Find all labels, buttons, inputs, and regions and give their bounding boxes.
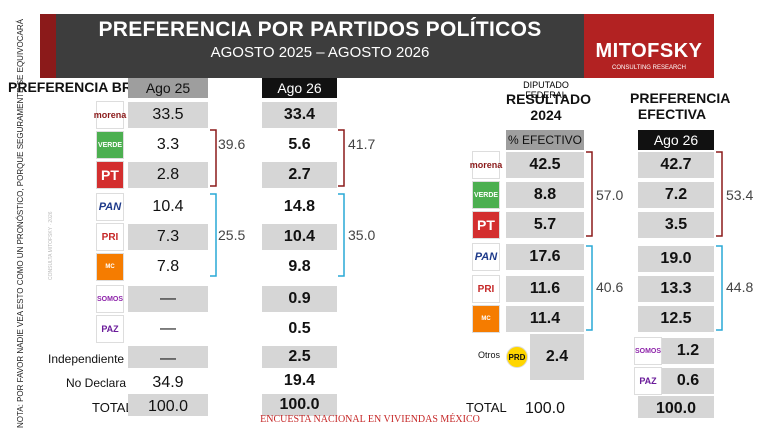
bruta-ago26-cell: 14.8 — [283, 198, 316, 215]
somos-icon: SOMOS — [634, 337, 662, 365]
resultado-supertitle: DIPUTADO FEDERAL — [523, 80, 569, 100]
bracket-sum: 40.6 — [596, 279, 624, 295]
header-accent — [40, 14, 56, 78]
morena-icon: morena — [470, 151, 502, 179]
bruta-ago25-cell: 7.3 — [128, 224, 208, 250]
row-label: Independiente — [48, 352, 125, 366]
bruta-ago25-cell: 100.0 — [128, 394, 208, 416]
efectiva-cell: 13.3 — [638, 276, 714, 302]
bruta-ago26-cell: 0.5 — [288, 320, 311, 337]
efectiva-cell: 19.0 — [638, 246, 714, 272]
resultado-cell: 11.6 — [506, 276, 584, 302]
pri-icon: PRI — [472, 275, 500, 303]
bracket-resultado-red — [586, 151, 593, 237]
verde-icon: VERDE — [96, 131, 124, 159]
bracket-sum: 44.8 — [726, 279, 754, 295]
efectiva-cell: 100.0 — [638, 396, 714, 418]
prd-icon: PRD — [506, 346, 528, 368]
resultado-cell: 2.4 — [530, 334, 584, 380]
efectiva-cell: 7.2 — [638, 182, 714, 208]
brand-name: MITOFSKY — [595, 40, 703, 62]
row-label: Otros — [478, 350, 501, 360]
bruta-ago25-cell: — — [160, 320, 176, 337]
bruta-ago26-cell: 2.5 — [262, 346, 337, 368]
bracket-sum: 35.0 — [348, 227, 376, 243]
resultado-cell: 8.8 — [506, 182, 584, 208]
page-subtitle: AGOSTO 2025 – AGOSTO 2026 — [210, 44, 430, 61]
page-title: PREFERENCIA POR PARTIDOS POLÍTICOS — [98, 18, 542, 41]
bruta-ago26-cell: 5.6 — [288, 136, 311, 153]
efectiva-col: Ago 26 — [638, 130, 714, 150]
bracket-sum: 53.4 — [726, 187, 754, 203]
bruta-ago25-cell: — — [128, 286, 208, 312]
resultado-col: % EFECTIVO — [506, 130, 584, 150]
pt-icon: PT — [472, 211, 500, 239]
bruta-ago26-cell: 0.9 — [262, 286, 337, 312]
bruta-ago25-cell: 33.5 — [128, 102, 208, 128]
somos-icon: SOMOS — [96, 285, 124, 313]
bruta-ago25-cell: — — [128, 346, 208, 368]
bruta-col-ago26: Ago 26 — [262, 78, 337, 98]
bruta-ago25-cell: 3.3 — [156, 136, 180, 153]
bracket-sum: 25.5 — [218, 227, 246, 243]
resultado-cell: 100.0 — [524, 400, 566, 417]
mc-icon: MC — [96, 253, 124, 281]
bruta-ago26-cell: 33.4 — [262, 102, 337, 128]
brand-tagline: CONSULTING RESEARCH — [612, 65, 686, 71]
paz-icon: PAZ — [96, 315, 124, 343]
bracket-left-blue — [210, 193, 217, 277]
efectiva-title: PREFERENCIA EFECTIVA — [630, 90, 731, 122]
pan-icon: PAN — [472, 243, 500, 271]
bruta-ago26-cell: 9.8 — [288, 258, 311, 275]
efectiva-cell: 12.5 — [638, 306, 714, 332]
bracket-efectiva-blue — [716, 245, 723, 331]
row-label: TOTAL — [466, 400, 507, 415]
bracket-right-blue — [338, 193, 345, 277]
efectiva-cell: 0.6 — [662, 368, 714, 394]
resultado-cell: 5.7 — [506, 212, 584, 238]
bruta-ago25-cell: 10.4 — [152, 198, 184, 215]
resultado-cell: 17.6 — [506, 244, 584, 270]
efectiva-cell: 42.7 — [638, 152, 714, 178]
efectiva-cell: 1.2 — [662, 338, 714, 364]
verde-icon: VERDE — [472, 181, 500, 209]
resultado-title: RESULTADO 2024 — [506, 91, 592, 123]
footer-note: ENCUESTA NACIONAL EN VIVIENDAS MÉXICO — [260, 414, 480, 425]
pt-icon: PT — [96, 161, 124, 189]
bruta-ago25-cell: 2.8 — [128, 162, 208, 188]
bracket-resultado-blue — [586, 245, 593, 331]
bracket-sum: 41.7 — [348, 136, 376, 152]
pan-icon: PAN — [96, 193, 124, 221]
efectiva-cell: 3.5 — [638, 212, 714, 238]
resultado-cell: 42.5 — [506, 152, 584, 178]
bruta-ago26-cell: 2.7 — [262, 162, 337, 188]
bruta-title: PREFERENCIA BRUTA — [8, 79, 160, 95]
brand-logo: MITOFSKY CONSULTING RESEARCH — [584, 14, 714, 78]
paz-icon: PAZ — [634, 367, 662, 395]
bracket-efectiva-red — [716, 151, 723, 237]
bracket-right-red — [338, 129, 345, 187]
row-label: TOTAL — [92, 400, 133, 415]
bruta-ago26-cell: 19.4 — [283, 372, 316, 389]
pri-icon: PRI — [96, 223, 124, 251]
row-label: No Declara — [66, 376, 127, 390]
bruta-ago26-cell: 100.0 — [262, 394, 337, 416]
bracket-sum: 57.0 — [596, 187, 624, 203]
bracket-sum: 39.6 — [218, 136, 246, 152]
bruta-ago25-cell: 7.8 — [156, 258, 180, 275]
resultado-cell: 11.4 — [506, 306, 584, 332]
bruta-ago25-cell: 34.9 — [152, 374, 184, 391]
bruta-ago26-cell: 10.4 — [262, 224, 337, 250]
bruta-col-ago25: Ago 25 — [128, 78, 208, 98]
bracket-left-red — [210, 129, 217, 187]
morena-icon: morena — [94, 101, 126, 129]
mc-icon: MC — [472, 305, 500, 333]
